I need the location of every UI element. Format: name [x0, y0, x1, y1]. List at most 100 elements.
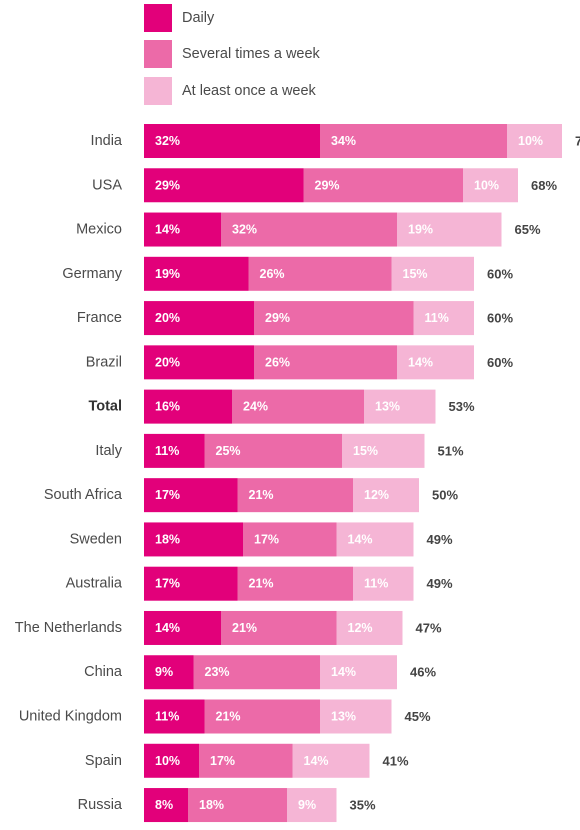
- data-label-total-at-least-once-a-week: 13%: [375, 400, 400, 414]
- data-label-russia-daily: 8%: [155, 798, 173, 812]
- category-label-china: China: [84, 664, 123, 680]
- bar-brazil-several-times-a-week: [254, 345, 397, 380]
- total-label-germany: 60%: [487, 266, 513, 281]
- total-label-united-kingdom: 45%: [405, 709, 431, 724]
- category-label-russia: Russia: [78, 797, 123, 813]
- bar-usa-several-times-a-week: [303, 168, 463, 203]
- data-label-germany-several-times-a-week: 26%: [260, 267, 285, 281]
- bar-mexico-at-least-once-a-week: [397, 212, 502, 247]
- legend-swatch: [144, 77, 172, 105]
- bar-china-daily: [144, 655, 194, 690]
- total-label-china: 46%: [410, 665, 436, 680]
- category-label-australia: Australia: [66, 576, 123, 592]
- category-label-germany: Germany: [62, 266, 122, 282]
- data-label-total-several-times-a-week: 24%: [243, 400, 268, 414]
- data-label-united-kingdom-several-times-a-week: 21%: [216, 710, 241, 724]
- data-label-the-netherlands-several-times-a-week: 21%: [232, 621, 257, 635]
- category-label-spain: Spain: [85, 753, 122, 769]
- bar-mexico-several-times-a-week: [221, 212, 397, 247]
- data-label-mexico-daily: 14%: [155, 223, 180, 237]
- category-label-sweden: Sweden: [70, 531, 122, 547]
- data-label-france-several-times-a-week: 29%: [265, 311, 290, 325]
- data-label-usa-daily: 29%: [155, 178, 180, 192]
- bar-russia-several-times-a-week: [188, 788, 287, 823]
- bar-india-several-times-a-week: [320, 124, 507, 158]
- category-label-india: India: [91, 133, 123, 149]
- bar-brazil-at-least-once-a-week: [397, 345, 474, 380]
- data-label-united-kingdom-daily: 11%: [155, 710, 179, 724]
- total-label-brazil: 60%: [487, 355, 513, 370]
- bar-france-at-least-once-a-week: [413, 301, 474, 336]
- bar-mexico-daily: [144, 212, 221, 247]
- data-label-china-several-times-a-week: 23%: [205, 665, 230, 679]
- bar-the-netherlands-several-times-a-week: [221, 610, 337, 645]
- bar-united-kingdom-daily: [144, 699, 205, 734]
- category-label-italy: Italy: [95, 443, 122, 459]
- bar-russia-daily: [144, 788, 188, 823]
- bar-sweden-several-times-a-week: [243, 522, 337, 557]
- data-label-mexico-at-least-once-a-week: 19%: [408, 223, 433, 237]
- total-label-france: 60%: [487, 311, 513, 326]
- data-label-brazil-at-least-once-a-week: 14%: [408, 355, 433, 369]
- bar-usa-daily: [144, 168, 304, 203]
- data-label-brazil-daily: 20%: [155, 355, 180, 369]
- bar-the-netherlands-daily: [144, 610, 221, 645]
- data-label-india-several-times-a-week: 34%: [331, 134, 356, 148]
- bar-total-daily: [144, 389, 232, 424]
- legend-swatch: [144, 40, 172, 68]
- data-label-australia-daily: 17%: [155, 577, 180, 591]
- bar-india-daily: [144, 124, 320, 158]
- category-label-mexico: Mexico: [76, 222, 122, 238]
- bar-germany-at-least-once-a-week: [391, 256, 474, 291]
- bar-germany-several-times-a-week: [248, 256, 392, 291]
- bar-australia-at-least-once-a-week: [353, 566, 414, 601]
- bar-total-at-least-once-a-week: [364, 389, 436, 424]
- data-label-australia-at-least-once-a-week: 11%: [364, 577, 388, 591]
- total-label-australia: 49%: [427, 576, 453, 591]
- data-label-spain-daily: 10%: [155, 754, 180, 768]
- data-label-spain-at-least-once-a-week: 14%: [304, 754, 329, 768]
- data-label-sweden-several-times-a-week: 17%: [254, 532, 279, 546]
- data-label-spain-several-times-a-week: 17%: [210, 754, 235, 768]
- category-label-the-netherlands: The Netherlands: [15, 620, 122, 636]
- data-label-russia-at-least-once-a-week: 9%: [298, 798, 316, 812]
- data-label-usa-at-least-once-a-week: 10%: [474, 178, 499, 192]
- bar-india-at-least-once-a-week: [507, 124, 562, 158]
- total-label-spain: 41%: [383, 753, 409, 768]
- total-label-russia: 35%: [350, 798, 376, 813]
- data-label-usa-several-times-a-week: 29%: [315, 178, 340, 192]
- bar-brazil-daily: [144, 345, 254, 380]
- data-label-italy-several-times-a-week: 25%: [216, 444, 241, 458]
- bar-china-several-times-a-week: [193, 655, 320, 690]
- data-label-france-daily: 20%: [155, 311, 180, 325]
- bar-china-at-least-once-a-week: [320, 655, 397, 690]
- total-label-sweden: 49%: [427, 532, 453, 547]
- bar-spain-several-times-a-week: [199, 743, 293, 778]
- bar-italy-daily: [144, 433, 205, 468]
- data-label-germany-daily: 19%: [155, 267, 180, 281]
- bar-russia-at-least-once-a-week: [287, 788, 337, 823]
- bar-spain-daily: [144, 743, 199, 778]
- data-label-united-kingdom-at-least-once-a-week: 13%: [331, 710, 356, 724]
- legend-label: Several times a week: [182, 46, 320, 62]
- total-label-india: 76%: [575, 134, 580, 149]
- bar-the-netherlands-at-least-once-a-week: [336, 610, 403, 645]
- category-label-united-kingdom: United Kingdom: [19, 709, 122, 725]
- data-label-india-daily: 32%: [155, 134, 180, 148]
- data-label-south-africa-at-least-once-a-week: 12%: [364, 488, 389, 502]
- category-label-usa: USA: [92, 177, 122, 193]
- bar-germany-daily: [144, 256, 249, 291]
- category-label-brazil: Brazil: [86, 354, 122, 370]
- bar-united-kingdom-several-times-a-week: [204, 699, 320, 734]
- bar-sweden-daily: [144, 522, 243, 557]
- legend-label: At least once a week: [182, 83, 316, 99]
- bar-australia-daily: [144, 566, 238, 601]
- data-label-sweden-daily: 18%: [155, 532, 180, 546]
- total-label-the-netherlands: 47%: [416, 620, 442, 635]
- total-label-south-africa: 50%: [432, 488, 458, 503]
- category-label-france: France: [77, 310, 122, 326]
- bar-south-africa-daily: [144, 478, 238, 513]
- legend-item-several-times-a-week: Several times a week: [144, 40, 320, 68]
- bar-france-daily: [144, 301, 254, 336]
